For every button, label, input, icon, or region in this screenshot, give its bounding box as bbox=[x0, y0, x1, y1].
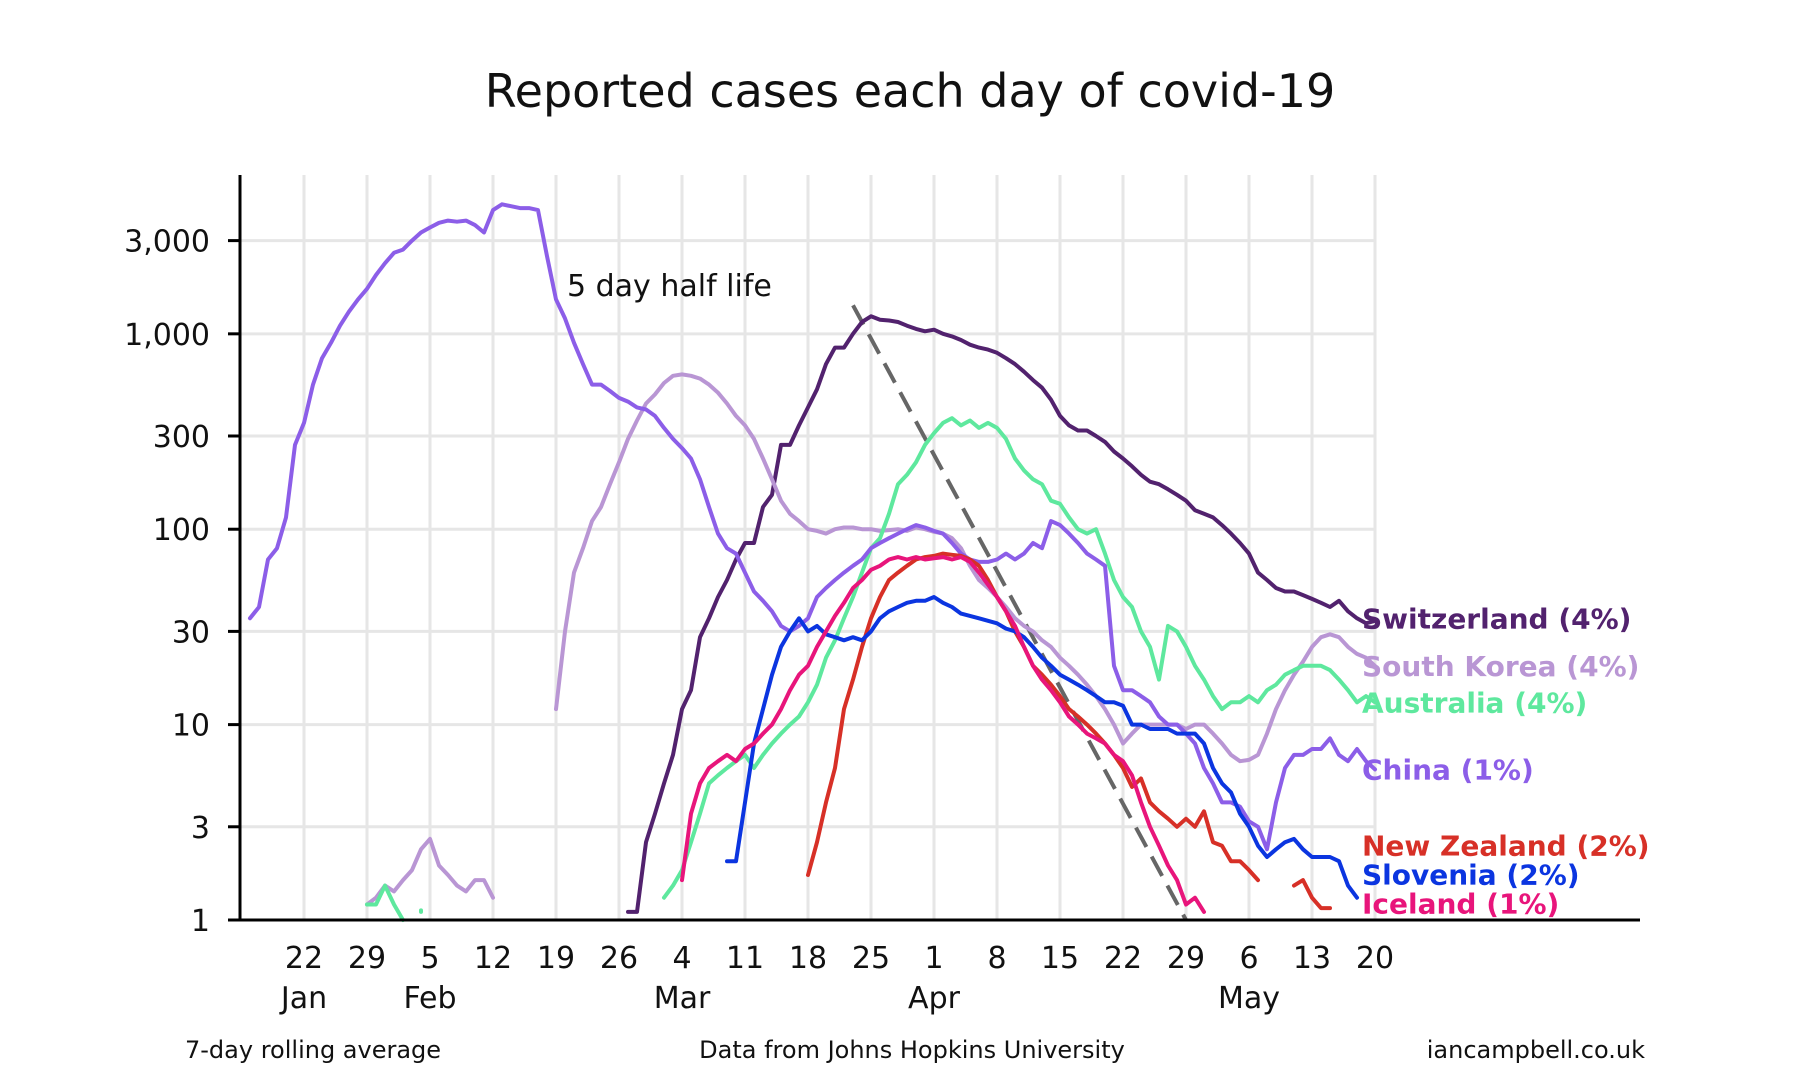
series-line-australia bbox=[662, 416, 1377, 900]
x-tick-label: 22 bbox=[285, 941, 323, 976]
series-line-new-zealand bbox=[1292, 878, 1332, 911]
half-life-label: 5 day half life bbox=[567, 269, 772, 304]
footer-left: 7-day rolling average bbox=[185, 1036, 441, 1064]
legend-label-new-zealand: New Zealand (2%) bbox=[1362, 830, 1650, 863]
y-tick-label: 300 bbox=[153, 420, 210, 455]
y-tick-label: 3,000 bbox=[124, 225, 210, 260]
y-tick-label: 3 bbox=[191, 811, 210, 846]
x-tick-label: 25 bbox=[852, 941, 890, 976]
month-label: Mar bbox=[654, 981, 711, 1016]
footer-right: iancampbell.co.uk bbox=[1427, 1036, 1645, 1064]
x-tick-labels: 22 29 5 12 19 26 4 11 18 25 1 8 15 22 29 6 13 20 bbox=[285, 941, 1394, 976]
x-tick-label: 20 bbox=[1356, 941, 1394, 976]
x-tick-label: 29 bbox=[1167, 941, 1205, 976]
x-tick-label: 13 bbox=[1293, 941, 1331, 976]
x-tick-label: 15 bbox=[1041, 941, 1079, 976]
month-label: Apr bbox=[908, 981, 961, 1016]
month-label: Jan bbox=[279, 981, 327, 1016]
legend-label-china: China (1%) bbox=[1362, 753, 1534, 786]
series-line-slovenia bbox=[725, 595, 1359, 900]
legend-label-iceland: Iceland (1%) bbox=[1362, 888, 1559, 921]
series-group bbox=[248, 202, 1377, 922]
month-labels: Jan Feb Mar Apr May bbox=[279, 981, 1280, 1016]
legend-label-switzerland: Switzerland (4%) bbox=[1362, 602, 1631, 635]
x-tick-label: 5 bbox=[420, 941, 439, 976]
footer-center: Data from Johns Hopkins University bbox=[699, 1036, 1125, 1064]
x-tick-label: 11 bbox=[726, 941, 764, 976]
month-label: Feb bbox=[403, 981, 456, 1016]
month-label: May bbox=[1218, 981, 1280, 1016]
y-tick-label: 10 bbox=[172, 709, 210, 744]
x-tick-label: 22 bbox=[1104, 941, 1142, 976]
series-line-iceland bbox=[680, 555, 1206, 914]
x-tick-label: 1 bbox=[924, 941, 943, 976]
half-life-line bbox=[851, 304, 1188, 921]
legend-label-australia: Australia (4%) bbox=[1362, 686, 1587, 719]
y-tick-label: 100 bbox=[153, 513, 210, 548]
legend-label-south-korea: South Korea (4%) bbox=[1362, 650, 1639, 683]
x-tick-label: 18 bbox=[789, 941, 827, 976]
y-tick-label: 1 bbox=[191, 904, 210, 939]
series-line-australia bbox=[365, 883, 405, 922]
x-tick-label: 6 bbox=[1239, 941, 1258, 976]
legend: Switzerland (4%) South Korea (4%)Australi… bbox=[1362, 602, 1650, 920]
x-tick-label: 19 bbox=[537, 941, 575, 976]
x-tick-label: 26 bbox=[600, 941, 638, 976]
y-tick-label: 1,000 bbox=[124, 318, 210, 353]
x-tick-label: 4 bbox=[672, 941, 691, 976]
chart-title: Reported cases each day of covid-19 bbox=[485, 64, 1335, 118]
axes bbox=[228, 175, 1640, 922]
x-tick-label: 8 bbox=[987, 941, 1006, 976]
y-tick-labels: 1 3 10 30 100 300 1,000 3,000 bbox=[124, 225, 210, 939]
legend-label-slovenia: Slovenia (2%) bbox=[1362, 859, 1580, 892]
y-tick-label: 30 bbox=[172, 615, 210, 650]
series-line-switzerland bbox=[626, 314, 1377, 914]
x-tick-label: 12 bbox=[474, 941, 512, 976]
annotation: 5 day half life bbox=[567, 269, 1188, 921]
x-tick-label: 29 bbox=[348, 941, 386, 976]
